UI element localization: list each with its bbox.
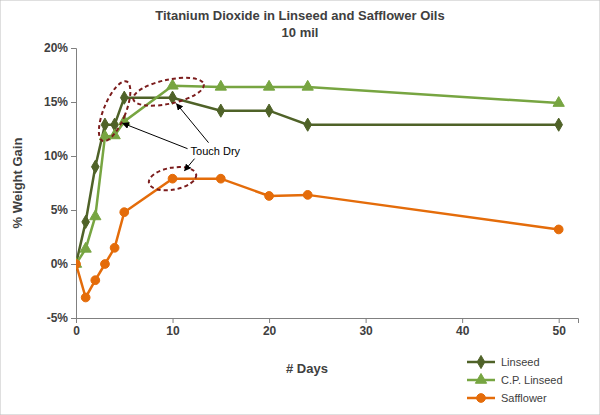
series-marker xyxy=(110,243,119,252)
series-marker xyxy=(302,80,313,90)
x-axis-line xyxy=(77,319,579,324)
series-marker xyxy=(91,276,100,285)
x-tick-mark xyxy=(269,318,270,323)
x-tick-mark xyxy=(76,318,77,323)
series-marker xyxy=(553,97,564,107)
series-marker xyxy=(263,80,274,90)
y-tick: 15% xyxy=(44,95,76,109)
y-tick: 20% xyxy=(44,41,76,55)
x-axis-title: # Days xyxy=(286,361,328,376)
y-tick-label: -5% xyxy=(47,311,69,325)
annotation-ellipse xyxy=(92,77,136,145)
x-tick: 50 xyxy=(553,318,567,338)
x-tick-label: 20 xyxy=(263,324,277,338)
annotations: Touch Dry xyxy=(92,73,240,194)
series-marker xyxy=(167,79,178,89)
x-tick-label: 0 xyxy=(73,324,80,338)
annotation-ellipse xyxy=(131,73,206,111)
series-marker xyxy=(265,192,274,201)
series-marker xyxy=(101,260,110,269)
series-marker xyxy=(303,191,312,200)
x-tick-label: 10 xyxy=(166,324,180,338)
x-tick: 0 xyxy=(73,318,80,338)
annotation-arrow xyxy=(123,123,188,148)
subtitle: 10 mil xyxy=(282,25,319,40)
legend-item: Safflower xyxy=(467,392,547,404)
series-marker xyxy=(82,215,90,228)
y-axis-line xyxy=(71,49,77,319)
series-marker xyxy=(168,174,177,183)
series-line xyxy=(76,86,559,264)
series-marker xyxy=(76,260,80,269)
legend-label: Safflower xyxy=(501,392,547,404)
series-marker xyxy=(120,91,128,104)
y-tick-mark xyxy=(71,264,76,265)
x-axis: 0 10 20 30 40 50 xyxy=(73,318,578,338)
x-tick-label: 30 xyxy=(359,324,373,338)
series-marker xyxy=(92,160,100,173)
y-tick: -5% xyxy=(47,311,76,325)
series-marker xyxy=(90,210,101,220)
annotation-ellipse xyxy=(147,164,198,194)
y-tick: 0% xyxy=(51,257,76,271)
x-tick: 20 xyxy=(263,318,277,338)
y-tick-label: 0% xyxy=(51,257,69,271)
series-marker xyxy=(265,104,273,117)
y-axis-title: % Weight Gain xyxy=(10,138,25,229)
y-tick: 10% xyxy=(44,149,76,163)
legend-marker xyxy=(477,355,485,368)
series-marker xyxy=(81,293,90,302)
series-line xyxy=(76,179,559,298)
annotation-arrow xyxy=(185,159,195,171)
legend-marker xyxy=(477,394,486,403)
legend-label: Linseed xyxy=(501,356,540,368)
y-axis: -5% 0% 5% 10% 15% 20% xyxy=(44,41,77,325)
y-tick-label: 10% xyxy=(44,149,68,163)
series-marker xyxy=(555,118,563,131)
legend: Linseed C.P. Linseed Safflower xyxy=(467,355,563,404)
series-line xyxy=(76,98,559,264)
series-marker xyxy=(304,118,312,131)
series-marker xyxy=(215,80,226,90)
series-marker xyxy=(554,225,563,234)
background xyxy=(0,0,600,415)
x-tick-label: 40 xyxy=(456,324,470,338)
y-tick-label: 15% xyxy=(44,95,68,109)
x-tick-label: 50 xyxy=(553,324,567,338)
x-tick-mark xyxy=(559,318,560,323)
x-tick-mark xyxy=(173,318,174,323)
annotation-text: Touch Dry xyxy=(191,145,241,157)
y-tick-mark xyxy=(71,210,76,211)
x-tick: 10 xyxy=(166,318,180,338)
legend-marker xyxy=(475,373,486,383)
legend-item: C.P. Linseed xyxy=(467,373,563,386)
y-tick: 5% xyxy=(51,203,76,217)
x-tick-mark xyxy=(366,318,367,323)
y-tick-mark xyxy=(71,48,76,49)
y-tick-mark xyxy=(71,318,76,319)
title: Titanium Dioxide in Linseed and Safflowe… xyxy=(155,8,444,23)
y-tick-mark xyxy=(71,102,76,103)
x-tick-mark xyxy=(462,318,463,323)
series-marker xyxy=(120,208,129,217)
series-marker xyxy=(216,174,225,183)
series-marker xyxy=(80,242,91,252)
chart: Titanium Dioxide in Linseed and Safflowe… xyxy=(0,0,600,415)
y-tick-mark xyxy=(71,156,76,157)
plot-area xyxy=(76,79,564,302)
x-tick: 30 xyxy=(359,318,373,338)
series-marker xyxy=(217,104,225,117)
legend-item: Linseed xyxy=(467,355,540,368)
y-tick-label: 20% xyxy=(44,41,68,55)
x-tick: 40 xyxy=(456,318,470,338)
y-tick-label: 5% xyxy=(51,203,69,217)
annotation-arrow xyxy=(177,104,209,143)
legend-label: C.P. Linseed xyxy=(501,374,563,386)
